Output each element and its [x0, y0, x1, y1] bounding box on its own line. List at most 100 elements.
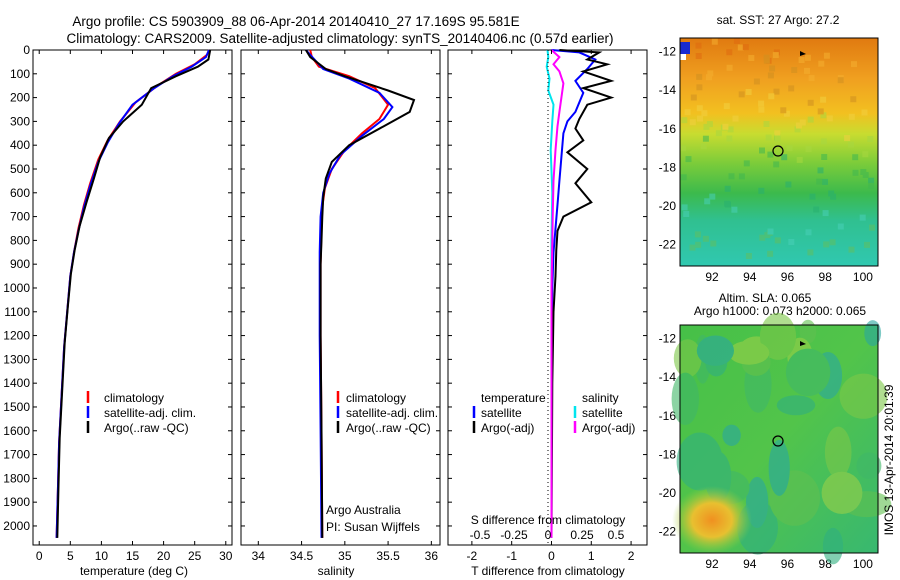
sst-texture-cell — [823, 241, 830, 248]
sla-texture-blob — [824, 426, 852, 479]
sst-texture-cell — [697, 115, 703, 122]
legend-label-argo: Argo(..raw -QC) — [346, 421, 431, 435]
sst-texture-cell — [805, 146, 812, 153]
sst-map — [679, 37, 879, 267]
sst-texture-cell — [731, 206, 738, 213]
sst-texture-cell — [681, 117, 688, 124]
sla-hotspot — [672, 486, 752, 554]
sst-texture-cell — [781, 154, 788, 161]
y-tick-label: 100 — [10, 67, 30, 81]
sst-texture-cell — [728, 173, 735, 180]
sst-texture-cell — [763, 57, 770, 64]
annotation-pi: PI: Susan Wijffels — [326, 520, 420, 534]
s-tick-label: 0.25 — [570, 528, 594, 542]
y-tick-label: 1600 — [3, 424, 30, 438]
map-y-tick-label: -20 — [659, 486, 677, 500]
x-tick-label: 10 — [95, 549, 109, 563]
sst-texture-cell — [773, 161, 780, 168]
sst-texture-cell — [820, 112, 827, 119]
sst-texture-cell — [695, 241, 702, 248]
sst-texture-cell — [753, 78, 760, 85]
sst-texture-cell — [848, 113, 855, 120]
sst-texture-cell — [786, 145, 793, 152]
sst-texture-cell — [861, 109, 868, 116]
series-line-t-argo — [550, 49, 615, 538]
y-tick-label: 500 — [10, 162, 30, 176]
sst-texture-cell — [742, 44, 749, 51]
sst-texture-cell — [732, 115, 739, 122]
sst-texture-cell — [758, 187, 765, 194]
s-tick-label: 0.5 — [608, 528, 625, 542]
y-tick-label: 2000 — [3, 519, 30, 533]
sst-texture-cell — [817, 108, 824, 115]
sst-texture-cell — [822, 210, 829, 217]
map-y-tick-label: -22 — [659, 238, 677, 252]
sst-texture-cell — [785, 181, 792, 188]
sst-texture-cell — [830, 193, 837, 200]
sla-texture-blob — [768, 439, 790, 496]
sst-texture-cell — [822, 178, 828, 185]
sst-land-patch-white — [680, 54, 686, 60]
x-tick-label: 35.5 — [376, 549, 400, 563]
sla-texture-blob — [785, 348, 831, 396]
map-x-tick-label: 96 — [781, 270, 795, 284]
argo-location-marker — [772, 435, 784, 447]
y-tick-label: 200 — [10, 91, 30, 105]
salinity-legend: climatology satellite-adj. clim. Argo(..… — [326, 391, 438, 534]
y-tick-label: 0 — [23, 43, 30, 57]
x-tick-label: 1 — [588, 549, 595, 563]
x-tick-label: -2 — [467, 549, 478, 563]
map-x-tick-label: 98 — [819, 270, 833, 284]
legend-label-s-argo: Argo(-adj) — [582, 421, 635, 435]
sst-texture-cell — [695, 53, 702, 59]
y-tick-label: 1500 — [3, 400, 30, 414]
map-x-tick-label: 100 — [853, 557, 873, 571]
sst-texture-cell — [702, 135, 709, 142]
sst-texture-cell — [745, 253, 752, 259]
map-x-tick-label: 100 — [853, 270, 873, 284]
sst-texture-cell — [860, 169, 867, 175]
sst-texture-cell — [821, 154, 828, 160]
sla-map — [671, 312, 892, 565]
sst-texture-cell — [737, 44, 744, 51]
sla-texture-blob — [728, 340, 770, 365]
title-line-1: Argo profile: CS 5903909_88 06-Apr-2014 … — [72, 14, 519, 29]
sla-map-title-2: Argo h1000: 0.073 h2000: 0.065 — [694, 304, 866, 318]
x-tick-label: 20 — [157, 549, 171, 563]
sst-texture-cell — [859, 214, 866, 221]
sst-texture-cell — [837, 223, 844, 230]
argo-location-marker — [772, 145, 784, 157]
y-tick-label: 1200 — [3, 329, 30, 343]
s-difference-axis-label: S difference from climatology — [471, 513, 626, 527]
sst-texture-cell — [680, 174, 687, 181]
sst-texture-cell — [788, 85, 795, 92]
legend-label-satellite: satellite-adj. clim. — [104, 406, 196, 420]
salinity-panel — [240, 49, 441, 546]
sst-texture-cell — [702, 235, 709, 242]
sst-texture-cell — [767, 250, 774, 257]
sst-texture-cell — [869, 224, 875, 231]
sst-texture-cell — [690, 94, 697, 101]
sst-texture-cell — [748, 55, 755, 61]
sst-texture-cell — [767, 151, 774, 158]
series-line-s-argo — [550, 49, 565, 538]
sst-texture-cell — [727, 126, 734, 133]
series-line-satellite-adj-clim- — [305, 49, 394, 538]
y-tick-label: 900 — [10, 257, 30, 271]
sst-texture-cell — [774, 237, 781, 244]
s-tick-label: -0.5 — [470, 528, 491, 542]
sst-land-patch — [680, 42, 690, 54]
sst-texture-cell — [809, 193, 816, 200]
sst-texture-cell — [684, 109, 691, 116]
legend-label-satellite: satellite-adj. clim. — [346, 406, 438, 420]
sst-texture-cell — [724, 185, 731, 192]
sst-texture-cell — [826, 115, 833, 122]
map-x-tick-label: 94 — [743, 270, 757, 284]
sst-texture-cell — [743, 160, 750, 167]
float-track-marker — [800, 51, 806, 56]
legend-label-climatology: climatology — [346, 391, 406, 405]
sst-texture-cell — [704, 198, 711, 205]
map-y-tick-label: -18 — [659, 160, 677, 174]
sla-map-title-1: Altim. SLA: 0.065 — [719, 291, 812, 305]
